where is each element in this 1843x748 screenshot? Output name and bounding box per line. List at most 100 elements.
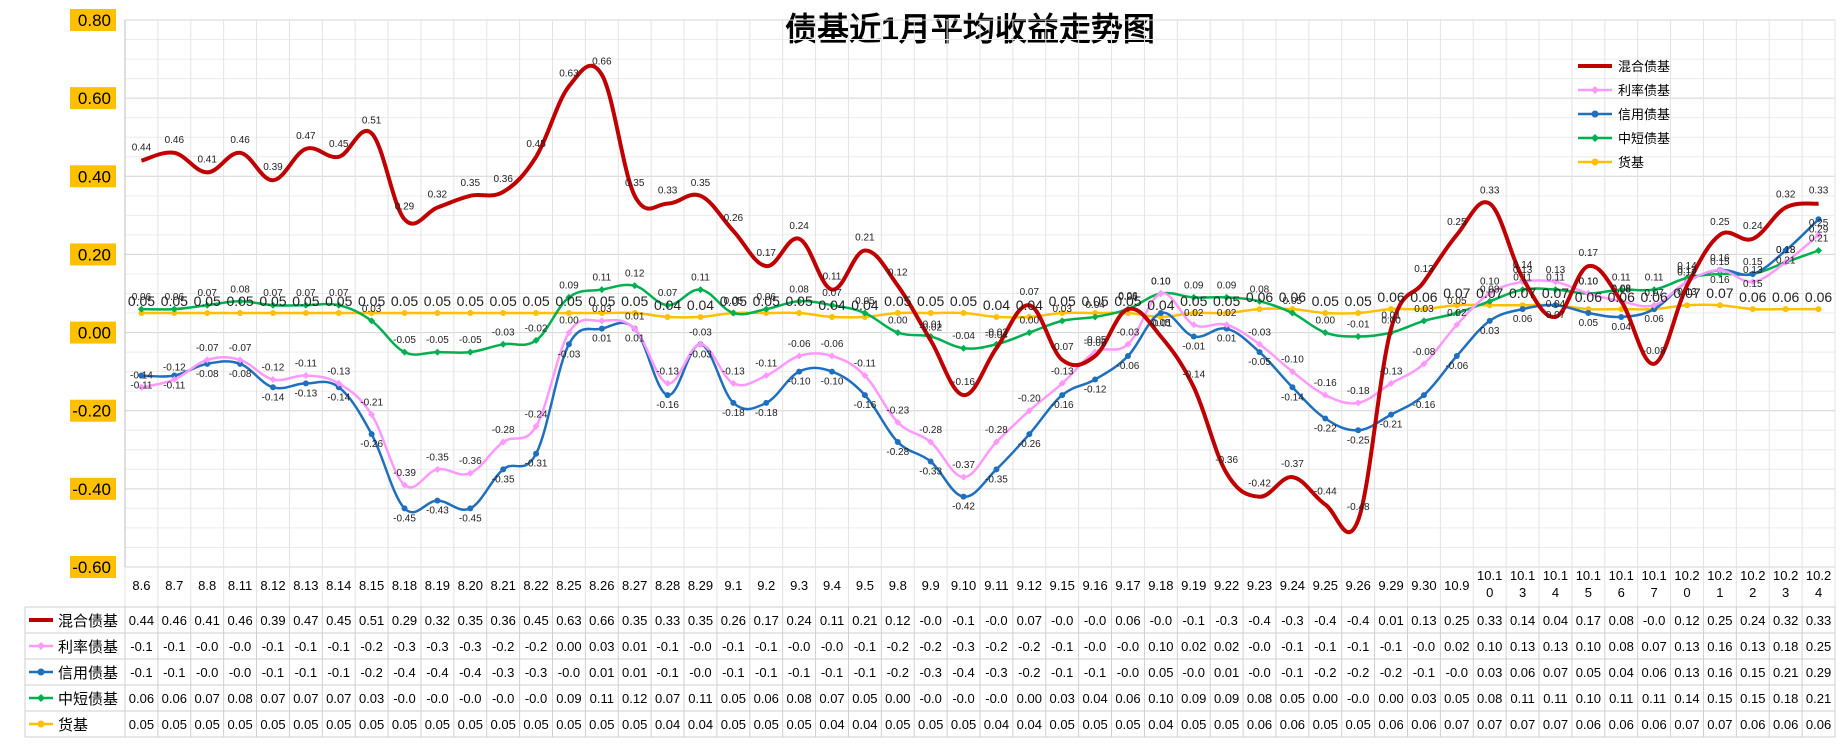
data-point bbox=[302, 310, 309, 317]
data-point bbox=[335, 310, 342, 317]
data-label: 0.45 bbox=[329, 139, 349, 150]
data-label: 0.05 bbox=[1283, 296, 1303, 307]
x-tick-label: 9.10 bbox=[951, 578, 976, 593]
table-cell: 0.10 bbox=[1148, 639, 1173, 654]
data-label: -0.13 bbox=[294, 388, 317, 399]
data-label: 0.01 bbox=[625, 312, 645, 323]
data-point bbox=[269, 375, 277, 383]
table-cell: 0.24 bbox=[1740, 613, 1765, 628]
data-point bbox=[1486, 317, 1493, 324]
table-cell: 0.21 bbox=[1773, 665, 1798, 680]
data-point bbox=[1486, 290, 1494, 297]
data-label: 0.06 bbox=[1377, 289, 1404, 305]
table-cell: 0.13 bbox=[1411, 613, 1436, 628]
data-point bbox=[137, 305, 145, 313]
data-label: 0.07 bbox=[1509, 285, 1536, 301]
data-label: -0.03 bbox=[689, 349, 712, 360]
table-cell: 0.08 bbox=[786, 691, 811, 706]
data-label: 0.21 bbox=[1776, 256, 1796, 267]
legend-marker bbox=[1591, 110, 1599, 118]
table-cell: -0.1 bbox=[163, 639, 185, 654]
data-label: 0.00 bbox=[1381, 316, 1401, 327]
data-label: 0.08 bbox=[789, 284, 809, 295]
data-label: -0.12 bbox=[262, 362, 285, 373]
table-cell: -0.1 bbox=[130, 665, 152, 680]
table-cell: 0.08 bbox=[1247, 691, 1272, 706]
data-point bbox=[434, 310, 441, 317]
data-point bbox=[433, 465, 441, 473]
table-cell: -0.0 bbox=[919, 613, 941, 628]
table-cell: 0.51 bbox=[359, 613, 384, 628]
data-label: 0.06 bbox=[165, 292, 185, 303]
data-point bbox=[729, 379, 737, 387]
x-tick-label: 8.29 bbox=[688, 578, 713, 593]
data-point bbox=[237, 360, 244, 367]
data-point bbox=[1782, 306, 1789, 313]
data-label: 0.02 bbox=[1184, 308, 1204, 319]
x-tick-label: 8.20 bbox=[458, 578, 483, 593]
data-point bbox=[1551, 278, 1559, 286]
data-label: -0.03 bbox=[689, 327, 712, 338]
table-cell: -0.1 bbox=[755, 665, 777, 680]
table-cell: 0.05 bbox=[491, 717, 516, 732]
data-label: 0.03 bbox=[1414, 304, 1434, 315]
data-labels: 0.05 0.05 0.05 0.05 0.05 0.05 0.05 0.05 0.05 0.05… bbox=[128, 57, 1833, 525]
table-cell: 0.05 bbox=[523, 717, 548, 732]
table-cell: 0.21 bbox=[852, 613, 877, 628]
legend-label: 信用债基 bbox=[1618, 107, 1670, 122]
legend-item: 货基 bbox=[1578, 155, 1644, 170]
table-cell: 0.36 bbox=[491, 613, 516, 628]
data-point bbox=[1256, 297, 1264, 305]
data-point bbox=[1519, 286, 1527, 294]
data-point bbox=[598, 317, 606, 325]
data-point bbox=[1519, 306, 1526, 313]
data-label: -0.13 bbox=[1380, 366, 1403, 377]
table-cell: -0.4 bbox=[393, 665, 415, 680]
data-point bbox=[1815, 231, 1823, 239]
table-cell: 0.16 bbox=[1707, 665, 1732, 680]
data-label: 0.04 bbox=[1016, 297, 1043, 313]
data-label: 0.05 bbox=[855, 296, 875, 307]
data-point bbox=[1453, 309, 1461, 317]
table-cell: 0.07 bbox=[195, 691, 220, 706]
data-point bbox=[828, 352, 836, 360]
table-cell: 0.08 bbox=[227, 691, 252, 706]
x-tick-label: 10.2 bbox=[1707, 568, 1732, 583]
data-point bbox=[1354, 332, 1362, 340]
legend-item: 中短债基 bbox=[1578, 131, 1670, 146]
table-cell: 0.29 bbox=[1806, 665, 1831, 680]
data-label: -0.07 bbox=[196, 343, 219, 354]
data-label: 0.13 bbox=[1546, 265, 1566, 276]
table-cell: 0.04 bbox=[1543, 613, 1568, 628]
data-table: 混合债基 0.44 0.46 0.41 0.46 0.39 0.47 0.45 0.51 0.29… bbox=[24, 606, 1836, 738]
data-point bbox=[565, 329, 573, 337]
data-label: 0.05 bbox=[720, 293, 747, 309]
y-axis: 0.80 0.60 0.40 0.20 0.00 -0.20 -0.40 -0.60 8.6 8.… bbox=[70, 9, 1831, 600]
data-label: 0.16 bbox=[1710, 253, 1730, 264]
table-cell: 0.06 bbox=[1115, 691, 1140, 706]
table-cell: -0.0 bbox=[1347, 691, 1369, 706]
table-cell: 0.24 bbox=[786, 613, 811, 628]
data-label: 0.05 bbox=[753, 293, 780, 309]
data-label: 0.05 bbox=[917, 293, 944, 309]
table-cell: 0.04 bbox=[655, 717, 680, 732]
series-line bbox=[141, 233, 1820, 489]
data-point bbox=[368, 411, 376, 419]
data-label: -0.05 bbox=[459, 335, 482, 346]
table-cell: -0.2 bbox=[525, 639, 547, 654]
table-cell: -0.2 bbox=[1018, 639, 1040, 654]
data-point bbox=[894, 310, 901, 317]
data-point bbox=[696, 340, 704, 348]
data-label: -0.36 bbox=[459, 456, 482, 467]
table-cell: 0.00 bbox=[556, 639, 581, 654]
table-cell: -0.0 bbox=[821, 639, 843, 654]
table-cell: 0.05 bbox=[425, 717, 450, 732]
y-tick-label-bg bbox=[70, 9, 116, 31]
data-label: 0.11 bbox=[1645, 273, 1664, 284]
data-point bbox=[1617, 286, 1625, 294]
table-cell: 0.06 bbox=[1411, 717, 1436, 732]
table-cell: 0.05 bbox=[1181, 717, 1206, 732]
table-cell: 0.05 bbox=[721, 717, 746, 732]
data-label: 0.35 bbox=[461, 178, 481, 189]
y-tick-label: 0.60 bbox=[78, 89, 111, 108]
